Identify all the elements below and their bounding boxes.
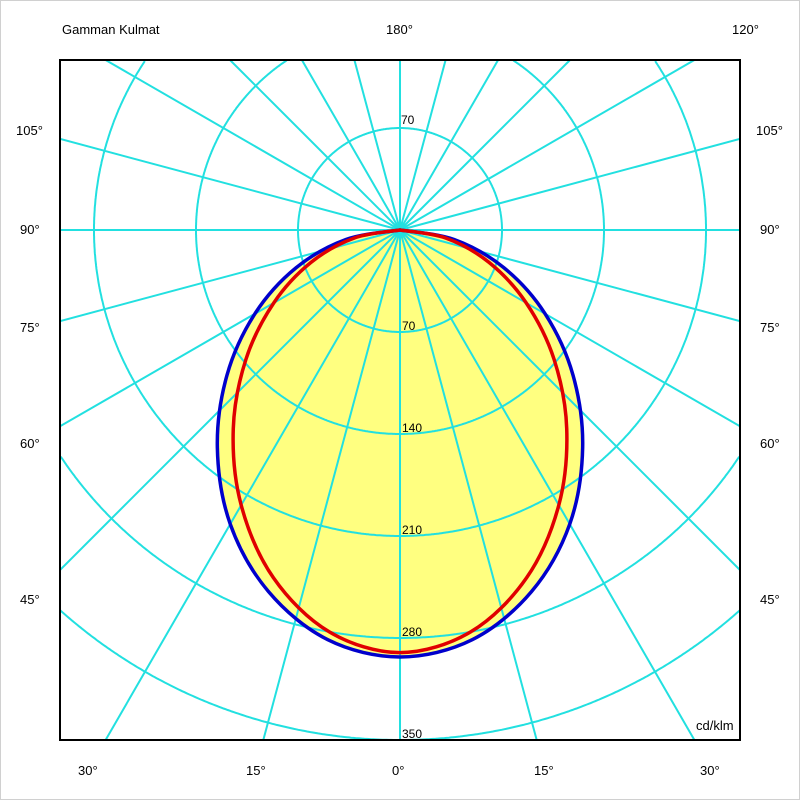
angle-label-left: 90° xyxy=(20,222,40,237)
radial-tick-label: 210 xyxy=(402,523,422,537)
angle-label-bottom: 30° xyxy=(78,763,98,778)
unit-label: cd/klm xyxy=(696,718,734,733)
grid-spoke xyxy=(399,60,447,231)
plot-frame xyxy=(59,59,741,741)
grid-spoke xyxy=(399,229,740,571)
grid-spoke xyxy=(399,229,538,740)
radial-tick-label-top: 70 xyxy=(401,113,415,127)
grid-spoke xyxy=(60,137,401,231)
radial-tick-label: 350 xyxy=(402,727,422,741)
angle-label-right: 90° xyxy=(760,222,780,237)
grid-circle xyxy=(60,609,740,740)
grid-spoke xyxy=(60,229,401,571)
angle-label-right: 105° xyxy=(756,123,783,138)
grid-spoke xyxy=(399,60,571,231)
grid-spoke xyxy=(104,229,401,740)
grid-spoke xyxy=(399,137,740,231)
series-curve-blue xyxy=(215,228,585,659)
angle-label-left: 45° xyxy=(20,592,40,607)
grid-spoke xyxy=(353,60,401,231)
grid-spoke xyxy=(105,60,401,231)
radial-tick-label: 140 xyxy=(402,421,422,435)
grid-spoke xyxy=(399,229,696,740)
angle-label-right: 60° xyxy=(760,436,780,451)
series-curve-red xyxy=(231,228,569,655)
angle-label-right: 75° xyxy=(760,320,780,335)
grid-circle xyxy=(93,60,707,537)
grid-spoke xyxy=(399,229,740,323)
grid-spoke xyxy=(399,60,499,231)
angle-label-bottom: 0° xyxy=(392,763,405,778)
grid-circle xyxy=(195,60,605,435)
angle-label-left: 105° xyxy=(16,123,43,138)
chart-title: Gamman Kulmat xyxy=(62,22,160,37)
angle-label-right: 45° xyxy=(760,592,780,607)
angle-label-bottom: 30° xyxy=(700,763,720,778)
grid-spoke xyxy=(262,229,401,740)
radial-tick-label: 70 xyxy=(402,319,416,333)
angle-label-left: 75° xyxy=(20,320,40,335)
angle-label-top-right: 120° xyxy=(732,22,759,37)
grid-spoke xyxy=(60,229,401,323)
grid-spoke xyxy=(60,229,401,428)
grid-spoke xyxy=(399,60,695,231)
angle-label-bottom: 15° xyxy=(534,763,554,778)
grid-spoke xyxy=(229,60,401,231)
angle-label-left: 60° xyxy=(20,436,40,451)
grid-spoke xyxy=(301,60,401,231)
radial-tick-label: 280 xyxy=(402,625,422,639)
grid-spoke xyxy=(399,229,740,428)
angle-label-bottom: 15° xyxy=(246,763,266,778)
angle-label-top-center: 180° xyxy=(386,22,413,37)
